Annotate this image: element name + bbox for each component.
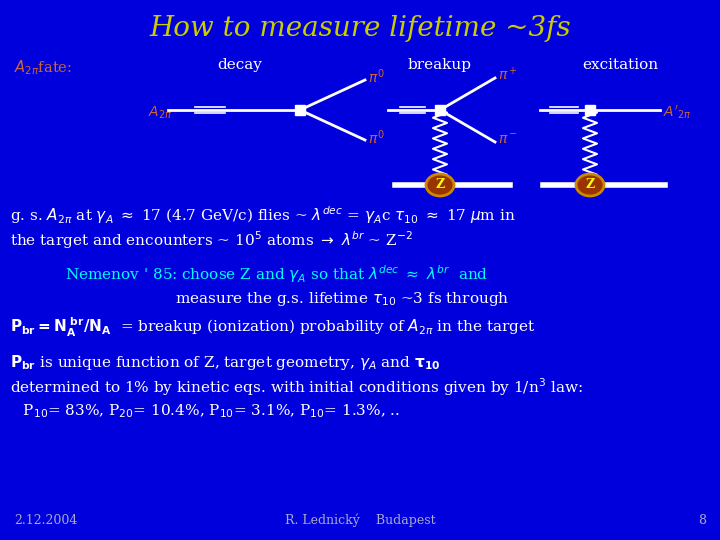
- Text: Z: Z: [436, 179, 445, 192]
- Text: breakup: breakup: [408, 58, 472, 72]
- FancyBboxPatch shape: [435, 105, 445, 115]
- Text: $\pi^0$: $\pi^0$: [368, 129, 384, 147]
- Text: Z: Z: [585, 179, 595, 192]
- Text: $A'_{2\pi}$: $A'_{2\pi}$: [663, 103, 691, 121]
- Ellipse shape: [576, 174, 604, 196]
- Text: Nemenov ' 85: choose Z and $\gamma_A$ so that $\lambda^{dec}$ $\approx$ $\lambda: Nemenov ' 85: choose Z and $\gamma_A$ so…: [65, 263, 488, 285]
- Text: decay: decay: [217, 58, 262, 72]
- Text: $\pi^+$: $\pi^+$: [498, 66, 518, 84]
- Text: P$_{10}$= 83%, P$_{20}$= 10.4%, P$_{10}$= 3.1%, P$_{10}$= 1.3%, ..: P$_{10}$= 83%, P$_{20}$= 10.4%, P$_{10}$…: [18, 402, 400, 420]
- FancyBboxPatch shape: [585, 105, 595, 115]
- Text: $\pi^-$: $\pi^-$: [498, 133, 518, 147]
- Text: $\mathbf{P_{br} = N_A^{\ br}/N_A}$  = breakup (ionization) probability of $A_{2\: $\mathbf{P_{br} = N_A^{\ br}/N_A}$ = bre…: [10, 315, 536, 339]
- Text: g. s. $A_{2\pi}$ at $\gamma_A$ $\approx$ 17 (4.7 GeV/c) flies ~ $\lambda^{dec}$ : g. s. $A_{2\pi}$ at $\gamma_A$ $\approx$…: [10, 204, 516, 226]
- Text: 8: 8: [698, 514, 706, 526]
- Ellipse shape: [426, 174, 454, 196]
- Text: R. Lednický    Budapest: R. Lednický Budapest: [284, 513, 436, 526]
- Text: How to measure lifetime ~3fs: How to measure lifetime ~3fs: [149, 15, 571, 42]
- Text: $\pi^0$: $\pi^0$: [368, 68, 384, 86]
- FancyBboxPatch shape: [295, 105, 305, 115]
- Text: measure the g.s. lifetime $\tau_{10}$ ~3 fs through: measure the g.s. lifetime $\tau_{10}$ ~3…: [175, 290, 509, 308]
- Text: the target and encounters ~ 10$^5$ atoms $\rightarrow$ $\lambda^{br}$ ~ Z$^{-2}$: the target and encounters ~ 10$^5$ atoms…: [10, 229, 413, 251]
- Text: $\mathbf{P_{br}}$ is unique function of Z, target geometry, $\gamma_A$ and $\mat: $\mathbf{P_{br}}$ is unique function of …: [10, 354, 441, 373]
- Text: 2.12.2004: 2.12.2004: [14, 514, 77, 526]
- Text: determined to 1% by kinetic eqs. with initial conditions given by 1/n$^3$ law:: determined to 1% by kinetic eqs. with in…: [10, 376, 582, 398]
- Text: excitation: excitation: [582, 58, 658, 72]
- Text: $A_{2\pi}$fate:: $A_{2\pi}$fate:: [14, 59, 72, 77]
- Text: $A_{2\pi}$: $A_{2\pi}$: [148, 105, 172, 121]
